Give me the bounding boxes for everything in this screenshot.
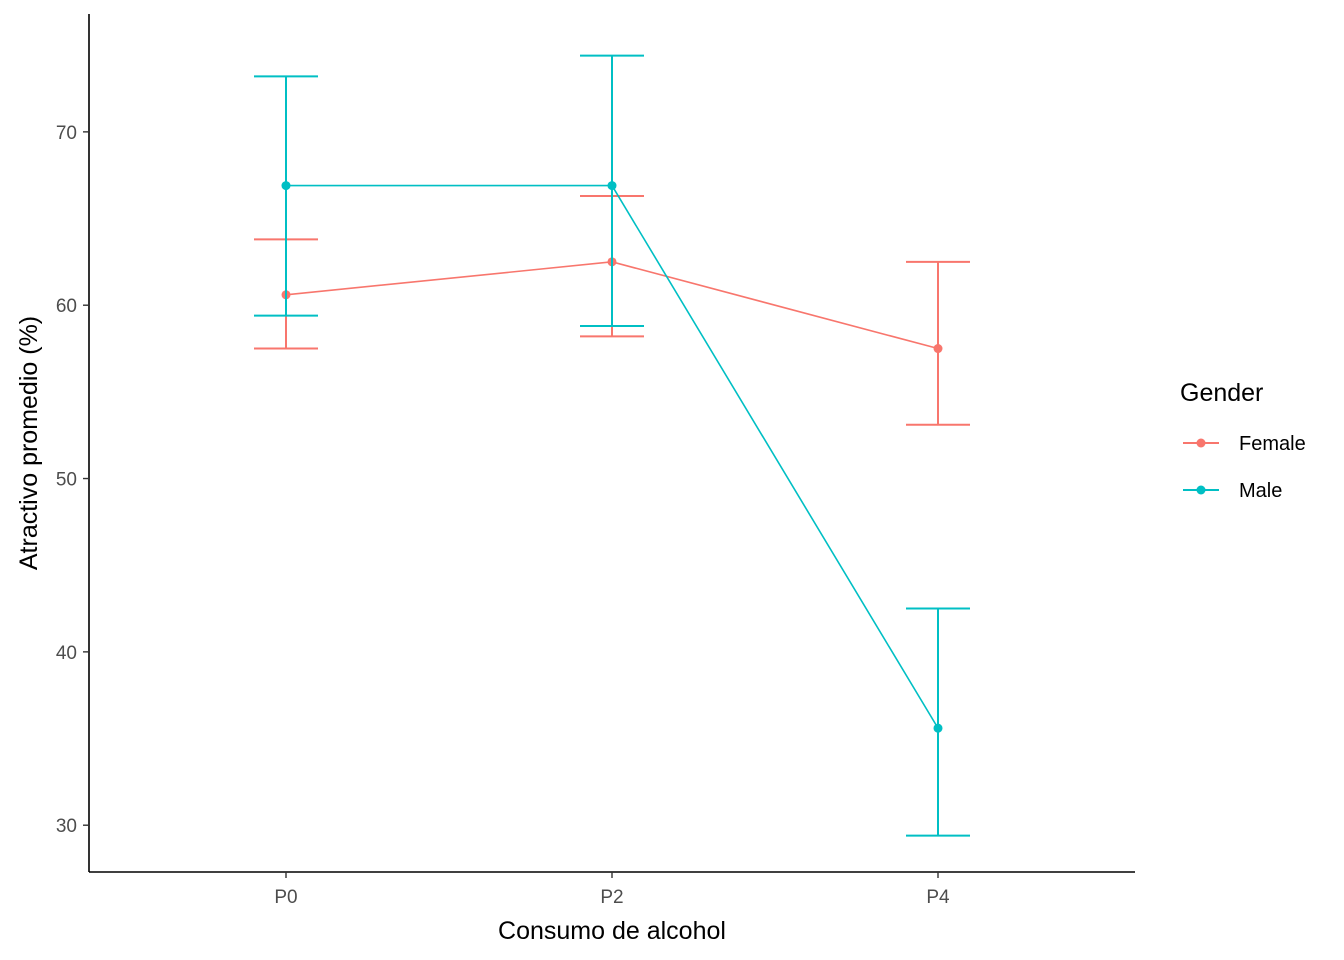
y-tick-label: 60 bbox=[56, 296, 77, 317]
legend-item-female: Female bbox=[1183, 433, 1306, 455]
legend-item-male: Male bbox=[1183, 480, 1282, 502]
x-axis-title: Consumo de alcohol bbox=[498, 917, 726, 945]
x-ticks: P0 P2 P4 bbox=[274, 872, 950, 908]
y-tick-label: 50 bbox=[56, 470, 77, 491]
y-ticks: 30 40 50 60 70 bbox=[56, 123, 89, 837]
data-point bbox=[933, 344, 943, 354]
legend-items: Female Male bbox=[1183, 433, 1306, 502]
error-bar bbox=[906, 607, 970, 837]
error-bar bbox=[906, 260, 970, 426]
error-bar bbox=[254, 75, 318, 317]
series-male bbox=[254, 54, 970, 837]
data-point bbox=[933, 723, 943, 733]
legend-title: Gender bbox=[1180, 379, 1263, 407]
legend-key-point bbox=[1196, 485, 1206, 495]
legend-label: Male bbox=[1239, 480, 1282, 502]
legend-label: Female bbox=[1239, 433, 1306, 455]
y-axis-title: Atractivo promedio (%) bbox=[15, 316, 43, 570]
y-tick-label: 30 bbox=[56, 816, 77, 837]
data-point bbox=[607, 181, 617, 191]
x-tick-label: P0 bbox=[274, 887, 297, 908]
x-tick-label: P4 bbox=[926, 887, 950, 908]
legend: Gender Female Male bbox=[1180, 379, 1306, 502]
data-point bbox=[281, 181, 291, 191]
y-tick-label: 70 bbox=[56, 123, 77, 144]
axes: 30 40 50 60 70 P0 P2 P4 Consumo de alcohol Atr… bbox=[15, 14, 1135, 945]
y-tick-label: 40 bbox=[56, 643, 77, 664]
x-tick-label: P2 bbox=[600, 887, 623, 908]
error-bar bbox=[580, 54, 644, 327]
plot-marks bbox=[254, 54, 970, 837]
legend-key-point bbox=[1196, 438, 1206, 448]
